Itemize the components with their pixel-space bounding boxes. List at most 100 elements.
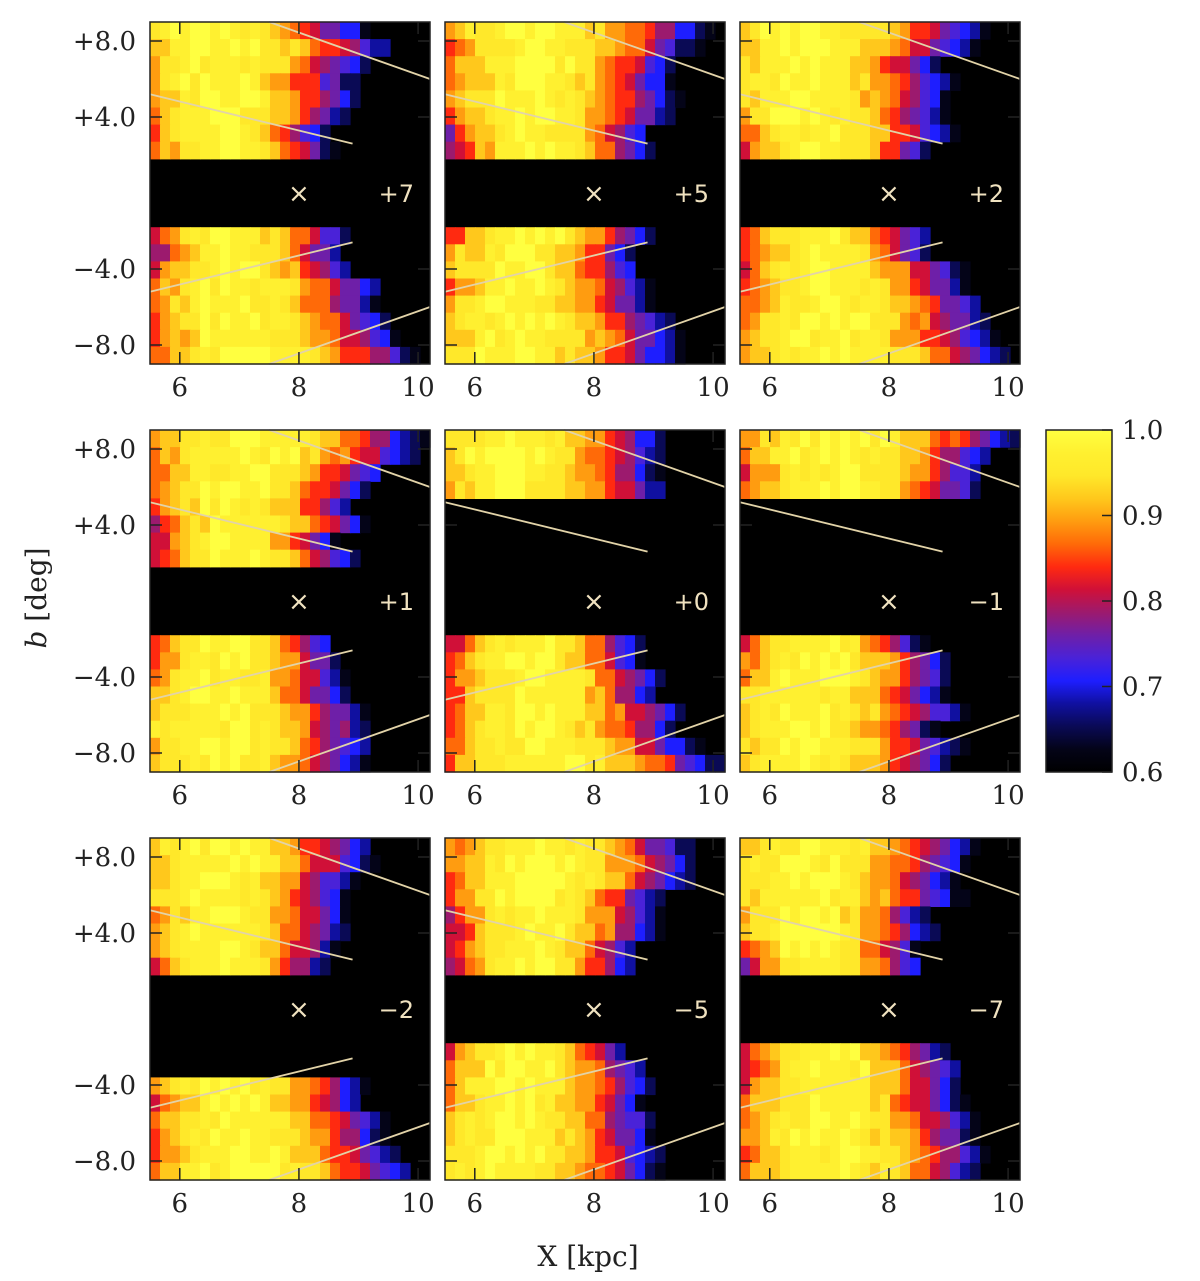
heatmap-cell — [515, 720, 526, 739]
heatmap-cell — [565, 720, 576, 739]
heatmap-cell — [565, 838, 576, 856]
heatmap-cell — [930, 261, 941, 280]
heatmap-cell — [840, 720, 851, 739]
heatmap-cell — [475, 703, 486, 722]
heatmap-cell — [230, 855, 241, 873]
heatmap-cell — [535, 278, 546, 297]
heatmap-cell — [810, 73, 821, 91]
heatmap-cell — [475, 312, 486, 331]
heatmap-cell — [320, 22, 331, 40]
heatmap-cell — [210, 940, 221, 959]
heatmap-cell — [190, 906, 201, 925]
heatmap-cell — [525, 1043, 536, 1061]
heatmap-cell — [190, 1128, 201, 1147]
heatmap-cell — [615, 1043, 626, 1061]
heatmap-cell — [260, 635, 271, 653]
heatmap-cell — [280, 1145, 291, 1164]
heatmap-cell — [645, 278, 656, 297]
heatmap-cell — [665, 90, 676, 109]
heatmap-cell — [545, 1162, 556, 1181]
heatmap-cell — [495, 227, 506, 245]
heatmap-cell — [750, 1111, 761, 1130]
heatmap-cell — [575, 278, 586, 297]
heatmap-cell — [770, 635, 781, 653]
heatmap-cell — [910, 481, 921, 499]
heatmap-cell — [260, 1128, 271, 1147]
heatmap-cell — [625, 295, 636, 314]
heatmap-cell — [595, 312, 606, 331]
heatmap-cell — [455, 124, 466, 143]
heatmap-cell — [820, 73, 831, 91]
heatmap-cell — [830, 737, 841, 756]
heatmap-cell — [750, 124, 761, 143]
heatmap-cell — [830, 90, 841, 109]
heatmap-cell — [290, 124, 301, 143]
heatmap-cell — [920, 90, 931, 109]
heatmap-cell — [270, 1128, 281, 1147]
heatmap-cell — [645, 754, 656, 773]
heatmap-cell — [220, 312, 231, 331]
heatmap-cell — [575, 754, 586, 773]
heatmap-cell — [220, 430, 231, 448]
heatmap-cell — [525, 464, 536, 482]
heatmap-cell — [900, 56, 911, 74]
heatmap-cell — [150, 686, 161, 705]
heatmap-cell — [545, 447, 556, 465]
heatmap-cell — [830, 261, 841, 280]
heatmap-cell — [750, 754, 761, 773]
heatmap-cell — [230, 73, 241, 91]
heatmap-cell — [310, 312, 321, 331]
heatmap-cell — [465, 720, 476, 739]
heatmap-cell — [910, 1043, 921, 1061]
heatmap-cell — [455, 940, 466, 959]
heatmap-cell — [930, 1043, 941, 1061]
heatmap-cell — [830, 1162, 841, 1181]
heatmap-cell — [655, 1145, 666, 1164]
heatmap-cell — [320, 872, 331, 890]
heatmap-cell — [940, 872, 951, 890]
heatmap-cell — [210, 481, 221, 499]
heatmap-cell — [800, 889, 811, 907]
heatmap-cell — [980, 329, 991, 348]
heatmap-cell — [260, 346, 271, 365]
heatmap-cell — [290, 1077, 301, 1096]
heatmap-cell — [860, 430, 871, 448]
heatmap-cell — [810, 1043, 821, 1061]
heatmap-cell — [220, 346, 231, 365]
heatmap-cell — [665, 22, 676, 40]
heatmap-cell — [545, 1128, 556, 1147]
heatmap-cell — [595, 464, 606, 482]
heatmap-cell — [475, 295, 486, 314]
heatmap-cell — [760, 124, 771, 143]
heatmap-cell — [890, 1128, 901, 1147]
guide-line — [739, 909, 943, 961]
heatmap-cell — [465, 754, 476, 773]
heatmap-cell — [565, 1111, 576, 1130]
heatmap-cell — [270, 515, 281, 534]
heatmap-cell — [940, 855, 951, 873]
heatmap-cell — [280, 312, 291, 331]
heatmap-cell — [445, 1094, 456, 1113]
heatmap-cell — [475, 278, 486, 297]
heatmap-cell — [475, 346, 486, 365]
heatmap-cell — [585, 90, 596, 109]
heatmap-cell — [330, 652, 341, 670]
heatmap-cell — [210, 754, 221, 773]
heatmap-cell — [220, 1077, 231, 1096]
heatmap-cell — [585, 686, 596, 705]
heatmap-cell — [475, 1128, 486, 1147]
heatmap-cell — [595, 923, 606, 942]
heatmap-cell — [535, 1111, 546, 1130]
heatmap-cell — [525, 141, 536, 160]
heatmap-cell — [250, 923, 261, 942]
heatmap-cell — [180, 464, 191, 482]
heatmap-cell — [740, 872, 751, 890]
heatmap-cell — [575, 141, 586, 160]
heatmap-cell — [760, 141, 771, 160]
heatmap-cell — [655, 73, 666, 91]
heatmap-cell — [170, 295, 181, 314]
heatmap-cell — [675, 737, 686, 756]
heatmap-cell — [740, 430, 751, 448]
heatmap-cell — [850, 1043, 861, 1061]
heatmap-cell — [920, 39, 931, 57]
